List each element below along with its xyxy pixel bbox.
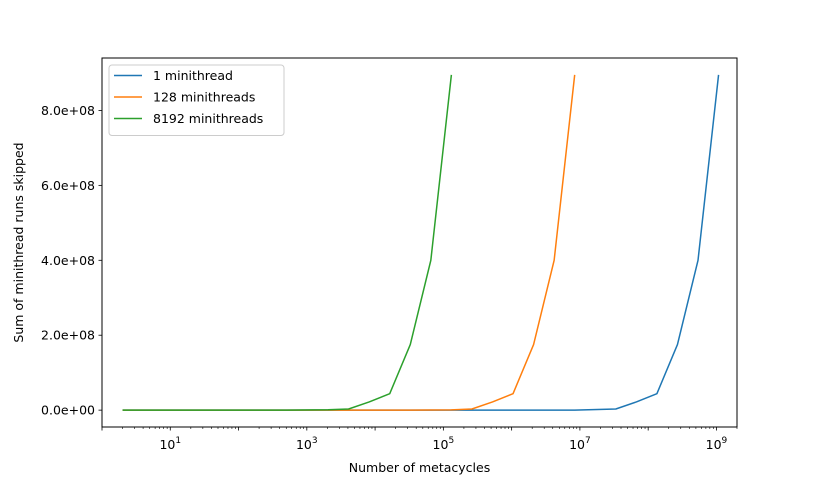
x-tick-label: 101	[159, 436, 181, 452]
series-line-3	[122, 74, 453, 411]
legend-box	[108, 64, 285, 136]
x-axis: 101 103 105 107 109	[101, 427, 738, 452]
legend-entry-3: 8192 minithreads	[153, 111, 263, 126]
x-tick-label: 109	[706, 436, 728, 452]
y-tick-label: 4.0e+08	[41, 253, 95, 268]
y-tick-label: 6.0e+08	[41, 178, 95, 193]
y-axis: 0.0e+00 2.0e+08 4.0e+08 6.0e+08 8.0e+08	[41, 103, 102, 418]
x-tick-label: 103	[296, 436, 318, 452]
y-axis-label: Sum of minithread runs skipped	[11, 142, 26, 342]
y-tick-label: 8.0e+08	[41, 103, 95, 118]
legend-entry-1: 1 minithread	[153, 68, 233, 83]
x-tick-label: 105	[433, 436, 455, 452]
y-tick-label: 0.0e+00	[41, 403, 95, 418]
x-tick-label: 107	[569, 436, 591, 452]
plot-frame	[101, 57, 738, 428]
legend-entry-2: 128 minithreads	[153, 90, 255, 105]
legend: 1 minithread 128 minithreads 8192 minithre…	[108, 64, 285, 136]
series-layer	[122, 74, 720, 411]
y-tick-label: 2.0e+08	[41, 328, 95, 343]
x-axis-label: Number of metacycles	[349, 460, 490, 475]
